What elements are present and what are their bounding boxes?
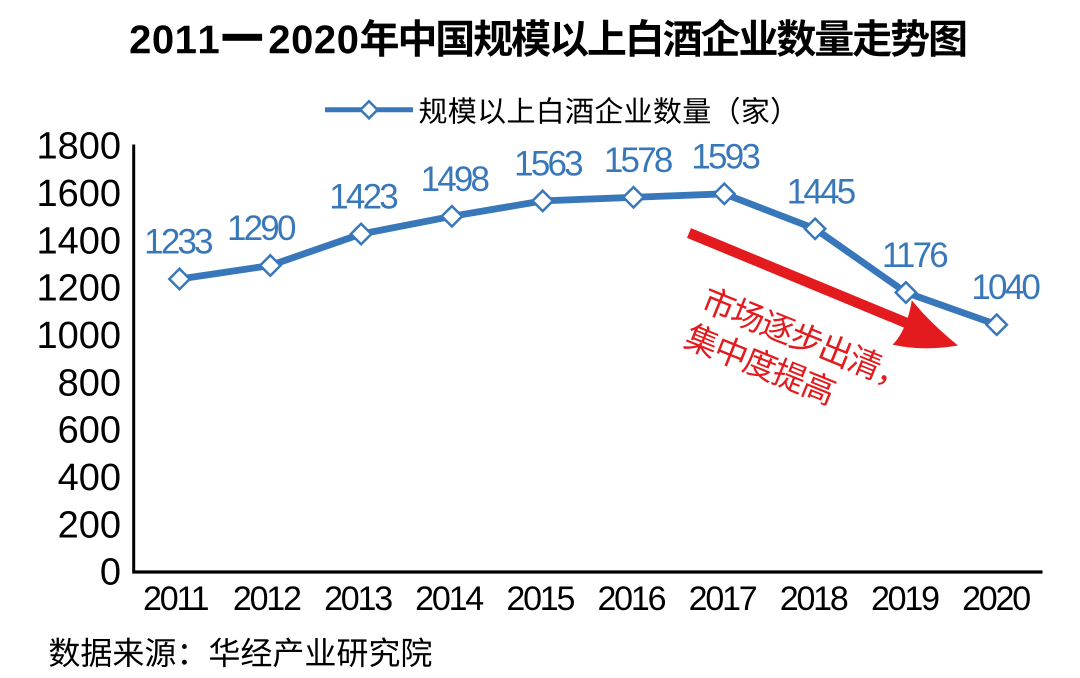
svg-text:1578: 1578 <box>604 141 672 180</box>
svg-text:1290: 1290 <box>227 209 296 248</box>
svg-text:1400: 1400 <box>36 220 121 262</box>
svg-text:1423: 1423 <box>329 178 397 217</box>
svg-text:2012: 2012 <box>233 580 301 618</box>
svg-text:600: 600 <box>58 410 121 452</box>
svg-text:400: 400 <box>58 457 121 499</box>
svg-text:2014: 2014 <box>415 580 483 618</box>
svg-text:2013: 2013 <box>324 580 392 618</box>
svg-text:2018: 2018 <box>780 580 848 618</box>
svg-text:2019: 2019 <box>871 580 939 618</box>
svg-text:800: 800 <box>58 362 121 404</box>
svg-text:1800: 1800 <box>36 126 121 168</box>
svg-text:200: 200 <box>58 504 121 546</box>
svg-text:1498: 1498 <box>421 160 489 199</box>
svg-text:1000: 1000 <box>36 315 121 357</box>
svg-text:2015: 2015 <box>506 580 574 618</box>
svg-text:1593: 1593 <box>691 137 759 176</box>
svg-text:2016: 2016 <box>597 580 665 618</box>
svg-text:1563: 1563 <box>514 144 582 183</box>
svg-text:2020: 2020 <box>962 580 1030 618</box>
svg-text:1176: 1176 <box>882 236 947 275</box>
svg-text:1445: 1445 <box>787 172 855 211</box>
svg-text:1040: 1040 <box>971 268 1040 307</box>
svg-text:1233: 1233 <box>144 223 212 262</box>
svg-text:0: 0 <box>100 552 121 594</box>
svg-text:1600: 1600 <box>36 173 121 215</box>
svg-text:1200: 1200 <box>36 268 121 310</box>
svg-text:2011: 2011 <box>143 580 209 618</box>
svg-text:2017: 2017 <box>689 580 757 618</box>
